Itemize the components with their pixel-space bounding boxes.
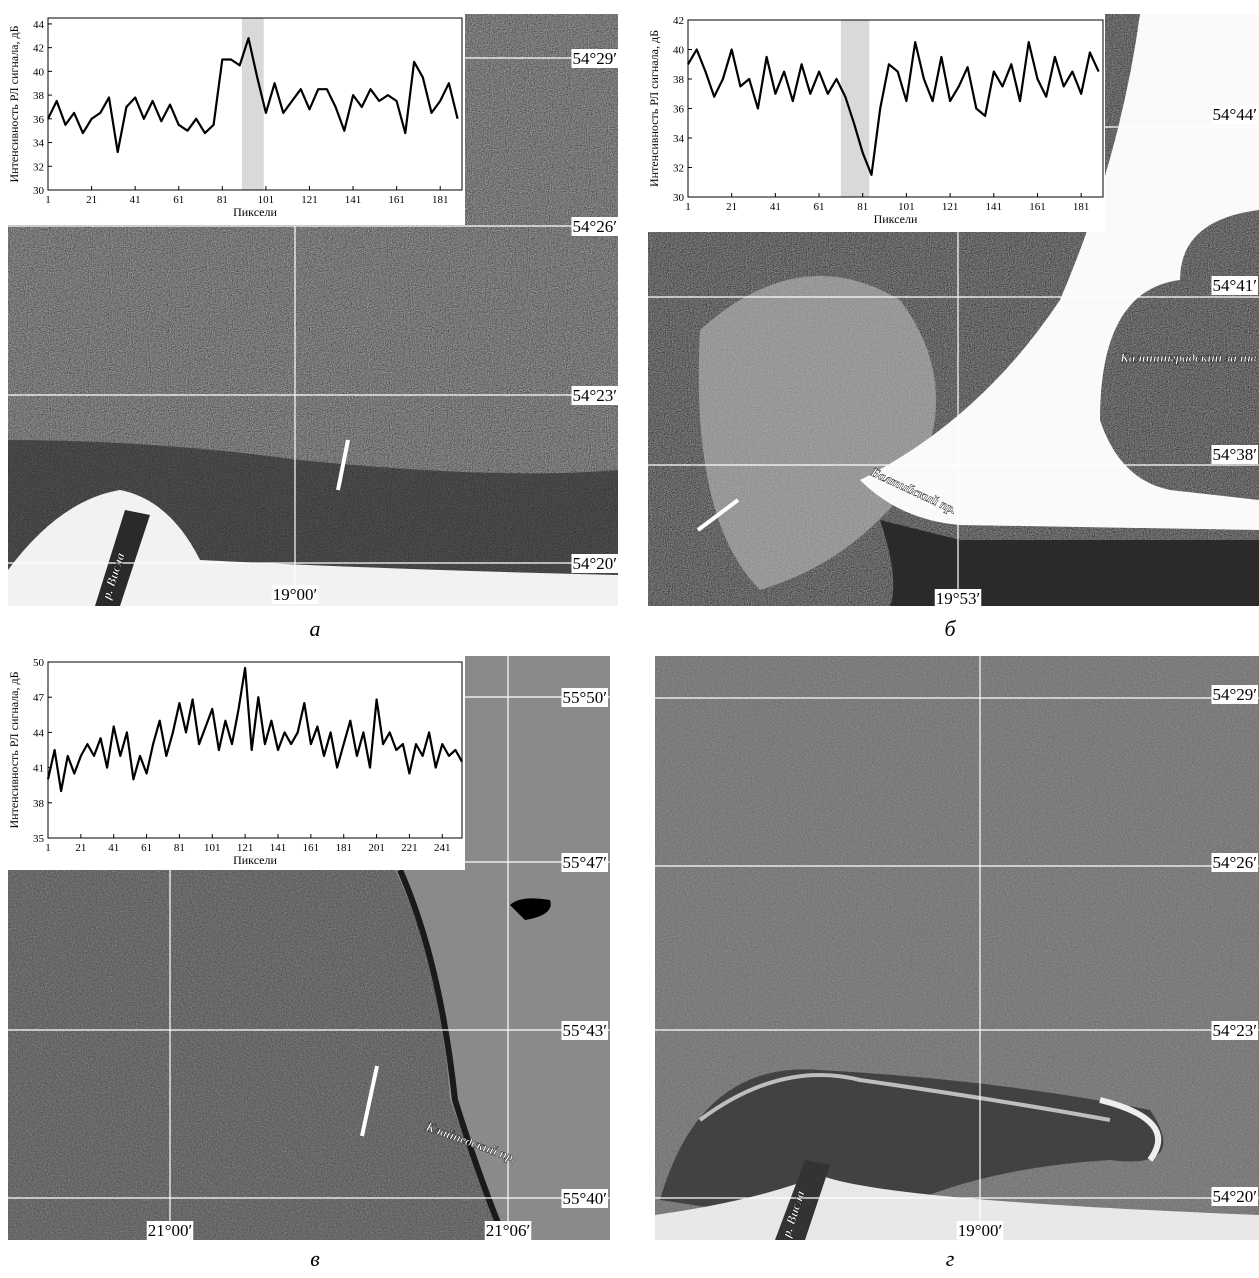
y-tick-label: 36 bbox=[673, 104, 685, 116]
y-tick-label: 47 bbox=[33, 692, 45, 704]
y-tick-label: 32 bbox=[33, 161, 44, 173]
coordinate-label: 55°40′ bbox=[562, 1189, 607, 1208]
coordinate-label: 54°20′ bbox=[572, 554, 617, 573]
coordinate-label: 54°26′ bbox=[1212, 853, 1257, 872]
coordinate-label: 19°00′ bbox=[958, 1221, 1003, 1240]
panel-label: б bbox=[944, 616, 956, 641]
x-tick-label: 141 bbox=[345, 194, 362, 206]
x-tick-label: 121 bbox=[942, 201, 959, 213]
y-tick-label: 42 bbox=[33, 43, 44, 55]
coordinate-label: 54°20′ bbox=[1212, 1187, 1257, 1206]
x-tick-label: 221 bbox=[401, 842, 418, 854]
y-tick-label: 40 bbox=[673, 45, 685, 57]
x-tick-label: 161 bbox=[388, 194, 405, 206]
coordinate-label: 55°50′ bbox=[562, 688, 607, 707]
y-tick-label: 42 bbox=[673, 15, 684, 27]
coordinate-label: 19°53′ bbox=[936, 589, 981, 608]
y-tick-label: 34 bbox=[673, 133, 685, 145]
x-tick-label: 21 bbox=[726, 201, 737, 213]
y-tick-label: 32 bbox=[673, 163, 684, 175]
y-tick-label: 44 bbox=[33, 19, 45, 31]
y-tick-label: 36 bbox=[33, 114, 45, 126]
x-tick-label: 81 bbox=[217, 194, 228, 206]
highlight-band bbox=[841, 20, 869, 197]
y-axis-label: Интенсивность РЛ сигнала, дБ bbox=[7, 671, 21, 828]
x-tick-label: 101 bbox=[204, 842, 221, 854]
coordinate-label: 19°00′ bbox=[273, 585, 318, 604]
coordinate-label: 54°41′ bbox=[1212, 276, 1257, 295]
y-tick-label: 30 bbox=[673, 192, 685, 204]
y-tick-label: 40 bbox=[33, 66, 45, 78]
x-tick-label: 1 bbox=[685, 201, 691, 213]
y-axis-label: Интенсивность РЛ сигнала, дБ bbox=[7, 25, 21, 182]
figure: 3032343638404244121416181101121141161181… bbox=[0, 0, 1259, 1273]
coordinate-label: 55°47′ bbox=[562, 853, 607, 872]
coordinate-label: 54°29′ bbox=[572, 49, 617, 68]
x-axis-label: Пиксели bbox=[233, 205, 277, 219]
x-tick-label: 181 bbox=[335, 842, 352, 854]
y-tick-label: 41 bbox=[33, 763, 44, 775]
x-tick-label: 181 bbox=[1073, 201, 1090, 213]
map-annotation: Калининградский залив bbox=[1119, 350, 1257, 365]
x-tick-label: 161 bbox=[1029, 201, 1046, 213]
x-tick-label: 41 bbox=[770, 201, 781, 213]
highlight-band bbox=[242, 18, 264, 190]
y-tick-label: 50 bbox=[33, 657, 45, 669]
x-tick-label: 1 bbox=[45, 842, 51, 854]
sar-image-d bbox=[655, 656, 1259, 1240]
x-tick-label: 21 bbox=[75, 842, 86, 854]
x-tick-label: 21 bbox=[86, 194, 97, 206]
x-tick-label: 81 bbox=[857, 201, 868, 213]
inset-bg bbox=[648, 14, 1105, 232]
coordinate-label: 54°26′ bbox=[572, 217, 617, 236]
y-tick-label: 38 bbox=[33, 90, 45, 102]
panel-label: в bbox=[310, 1246, 320, 1271]
x-tick-label: 201 bbox=[368, 842, 385, 854]
panel-label: г bbox=[946, 1246, 955, 1271]
x-tick-label: 41 bbox=[130, 194, 141, 206]
y-tick-label: 44 bbox=[33, 727, 45, 739]
coordinate-label: 54°23′ bbox=[572, 386, 617, 405]
x-tick-label: 241 bbox=[434, 842, 451, 854]
coordinate-label: 54°29′ bbox=[1212, 685, 1257, 704]
y-axis-label: Интенсивность РЛ сигнала, дБ bbox=[647, 30, 661, 187]
x-tick-label: 61 bbox=[141, 842, 152, 854]
panel-label: а bbox=[310, 616, 321, 641]
x-axis-label: Пиксели bbox=[233, 853, 277, 867]
coordinate-label: 54°23′ bbox=[1212, 1021, 1257, 1040]
x-tick-label: 181 bbox=[432, 194, 449, 206]
x-tick-label: 141 bbox=[986, 201, 1003, 213]
x-tick-label: 121 bbox=[301, 194, 318, 206]
y-tick-label: 38 bbox=[33, 798, 45, 810]
coordinate-label: 54°38′ bbox=[1212, 445, 1257, 464]
x-tick-label: 61 bbox=[814, 201, 825, 213]
y-tick-label: 34 bbox=[33, 138, 45, 150]
y-tick-label: 30 bbox=[33, 185, 45, 197]
x-tick-label: 161 bbox=[303, 842, 320, 854]
coordinate-label: 21°00′ bbox=[148, 1221, 193, 1240]
x-tick-label: 41 bbox=[108, 842, 119, 854]
coordinate-label: 55°43′ bbox=[562, 1021, 607, 1040]
coordinate-label: 54°44′ bbox=[1212, 105, 1257, 124]
x-tick-label: 61 bbox=[173, 194, 184, 206]
y-tick-label: 38 bbox=[673, 74, 685, 86]
x-tick-label: 81 bbox=[174, 842, 185, 854]
y-tick-label: 35 bbox=[33, 833, 45, 845]
coordinate-label: 21°06′ bbox=[486, 1221, 531, 1240]
x-axis-label: Пиксели bbox=[874, 212, 918, 226]
x-tick-label: 1 bbox=[45, 194, 51, 206]
